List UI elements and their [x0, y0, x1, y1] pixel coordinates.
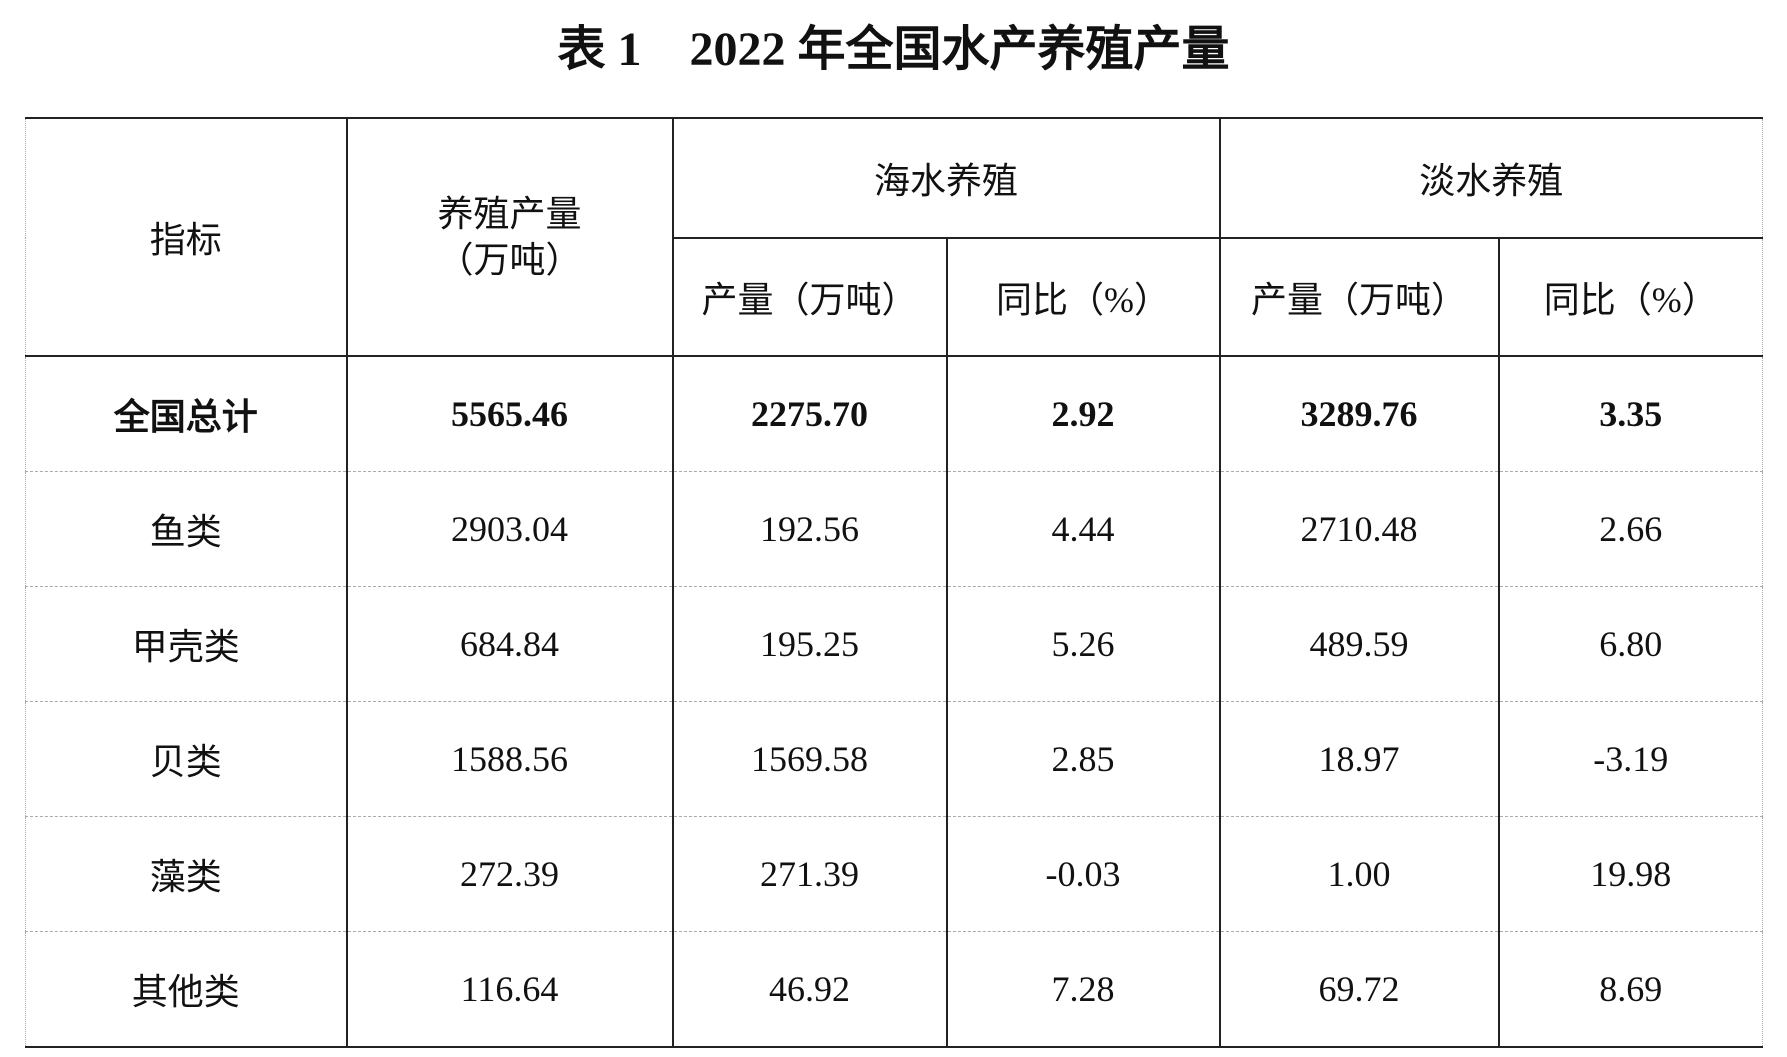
table-title: 表 1 2022 年全国水产养殖产量 — [557, 23, 1230, 76]
table-cell: 1569.58 — [671, 701, 948, 817]
header-cell: 养殖产量 （万吨） — [345, 117, 674, 357]
table-cell: 2.66 — [1497, 471, 1763, 587]
header-cell: 产量（万吨） — [671, 237, 948, 357]
table-cell: 18.97 — [1218, 701, 1500, 817]
row-label: 藻类 — [25, 816, 348, 932]
header-group: 淡水养殖 — [1218, 117, 1763, 239]
table-cell: 8.69 — [1497, 931, 1763, 1048]
table-cell: 2.85 — [945, 701, 1221, 817]
row-label: 全国总计 — [25, 355, 348, 472]
header-cell: 产量（万吨） — [1218, 237, 1500, 357]
header-row: 指标 养殖产量 （万吨） 海水养殖 淡水养殖 — [25, 117, 1763, 357]
header-text: 养殖产量 — [437, 194, 582, 234]
table-cell: 116.64 — [345, 931, 674, 1048]
table-cell: 46.92 — [671, 931, 948, 1048]
table-cell: 489.59 — [1218, 586, 1500, 702]
table-cell: 4.44 — [945, 471, 1221, 587]
table-row: 全国总计 5565.46 2275.70 2.92 3289.76 3.35 — [25, 355, 1763, 472]
table-cell: 2275.70 — [671, 355, 948, 472]
table-cell: 195.25 — [671, 586, 948, 702]
row-label: 其他类 — [25, 931, 348, 1048]
table-cell: 2.92 — [945, 355, 1221, 472]
header-text: （万吨） — [437, 240, 582, 280]
row-label: 甲壳类 — [25, 586, 348, 702]
row-label: 贝类 — [25, 701, 348, 817]
header-cell: 同比（%） — [1497, 237, 1763, 357]
table-cell: 19.98 — [1497, 816, 1763, 932]
table-cell: 5565.46 — [345, 355, 674, 472]
table-row: 甲壳类 684.84 195.25 5.26 489.59 6.80 — [25, 586, 1763, 702]
table-cell: 3.35 — [1497, 355, 1763, 472]
header-row: 产量（万吨） 同比（%） 产量（万吨） 同比（%） — [26, 237, 1763, 357]
table-cell: 271.39 — [671, 816, 948, 932]
header-group: 海水养殖 — [671, 117, 1221, 239]
header-cell: 同比（%） — [945, 237, 1221, 357]
table-cell: 69.72 — [1218, 931, 1500, 1048]
table-cell: 5.26 — [945, 586, 1221, 702]
table-row: 藻类 272.39 271.39 -0.03 1.00 19.98 — [25, 816, 1763, 932]
table-row: 其他类 116.64 46.92 7.28 69.72 8.69 — [25, 931, 1763, 1048]
table-cell: -3.19 — [1497, 701, 1763, 817]
table-cell: 2710.48 — [1218, 471, 1500, 587]
header-cell: 指标 — [25, 117, 348, 357]
table-cell: 3289.76 — [1218, 355, 1500, 472]
table-cell: -0.03 — [945, 816, 1221, 932]
table-cell: 1.00 — [1218, 816, 1500, 932]
table-row: 鱼类 2903.04 192.56 4.44 2710.48 2.66 — [25, 471, 1763, 587]
table-cell: 192.56 — [671, 471, 948, 587]
data-table: 指标 养殖产量 （万吨） 海水养殖 淡水养殖 产量（万吨） 同比（%） 产量（万… — [25, 117, 1763, 1048]
table-cell: 272.39 — [345, 816, 674, 932]
table-cell: 1588.56 — [345, 701, 674, 817]
table-row: 贝类 1588.56 1569.58 2.85 18.97 -3.19 — [25, 701, 1763, 817]
row-label: 鱼类 — [25, 471, 348, 587]
table-cell: 684.84 — [345, 586, 674, 702]
table-cell: 2903.04 — [345, 471, 674, 587]
table-cell: 6.80 — [1497, 586, 1763, 702]
table-cell: 7.28 — [945, 931, 1221, 1048]
table-body: 指标 养殖产量 （万吨） 海水养殖 淡水养殖 产量（万吨） 同比（%） 产量（万… — [25, 117, 1763, 1048]
